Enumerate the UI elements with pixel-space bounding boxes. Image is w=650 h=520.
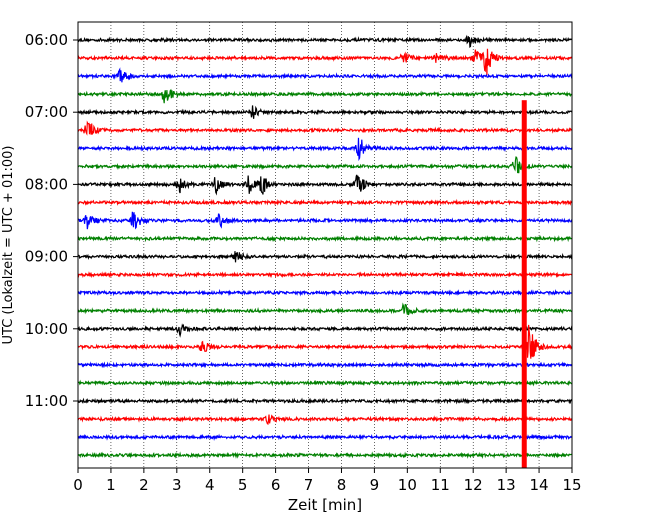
y-axis-label: UTC (Lokalzeit = UTC + 01:00) (1, 146, 16, 345)
trace-0845 (77, 234, 573, 243)
x-tick-label: 9 (370, 476, 380, 494)
trace-1145 (77, 451, 573, 459)
y-tick-label: 07:00 (25, 103, 68, 121)
trace-0915 (77, 271, 573, 279)
spike-bar (521, 100, 527, 468)
trace-1030 (77, 361, 573, 369)
trace-0730 (77, 137, 573, 162)
trace-1100 (77, 397, 573, 405)
trace-1045 (77, 379, 573, 387)
x-tick-label: 0 (73, 476, 83, 494)
trace-0815 (77, 198, 573, 207)
y-tick-label: 10:00 (25, 320, 68, 338)
trace-1000 (77, 323, 573, 338)
spike-overlay (521, 100, 527, 468)
trace-0700 (77, 105, 573, 119)
x-tick-label: 13 (497, 476, 516, 494)
trace-1115 (77, 414, 573, 426)
y-tick-label: 11:00 (25, 392, 68, 410)
x-tick-label: 11 (431, 476, 450, 494)
y-axis-ticks: 06:00 07:00 08:00 09:00 10:00 11:00 (25, 31, 78, 410)
trace-0930 (77, 288, 573, 297)
x-tick-label: 15 (562, 476, 581, 494)
x-tick-label: 3 (172, 476, 182, 494)
trace-0615 (77, 48, 573, 76)
minute-grid (110, 22, 540, 468)
trace-1015 (77, 324, 573, 359)
trace-0900 (77, 251, 573, 263)
trace-0945 (77, 302, 573, 316)
x-tick-label: 2 (139, 476, 149, 494)
trace-1130 (77, 433, 573, 441)
x-tick-label: 5 (238, 476, 248, 494)
x-tick-label: 10 (398, 476, 417, 494)
x-axis-label: Zeit [min] (288, 496, 362, 514)
y-tick-label: 09:00 (25, 248, 68, 266)
plot-frame (77, 21, 573, 469)
y-tick-label: 06:00 (25, 31, 68, 49)
x-tick-label: 8 (337, 476, 347, 494)
y-tick-label: 08:00 (25, 175, 68, 193)
trace-0800 (77, 174, 573, 196)
x-axis-ticks: 0 1 2 3 4 5 6 7 8 9 10 11 12 13 14 15 (73, 468, 582, 494)
x-tick-label: 6 (271, 476, 281, 494)
x-tick-label: 1 (106, 476, 116, 494)
trace-lines (77, 34, 573, 459)
trace-0715 (77, 120, 573, 136)
x-tick-label: 7 (304, 476, 314, 494)
x-tick-label: 12 (464, 476, 483, 494)
x-tick-label: 14 (530, 476, 549, 494)
trace-0830 (77, 211, 573, 230)
trace-0630 (77, 67, 573, 83)
trace-0600 (77, 34, 573, 49)
x-tick-label: 4 (205, 476, 215, 494)
trace-0645 (77, 88, 573, 104)
trace-0745 (77, 156, 573, 174)
